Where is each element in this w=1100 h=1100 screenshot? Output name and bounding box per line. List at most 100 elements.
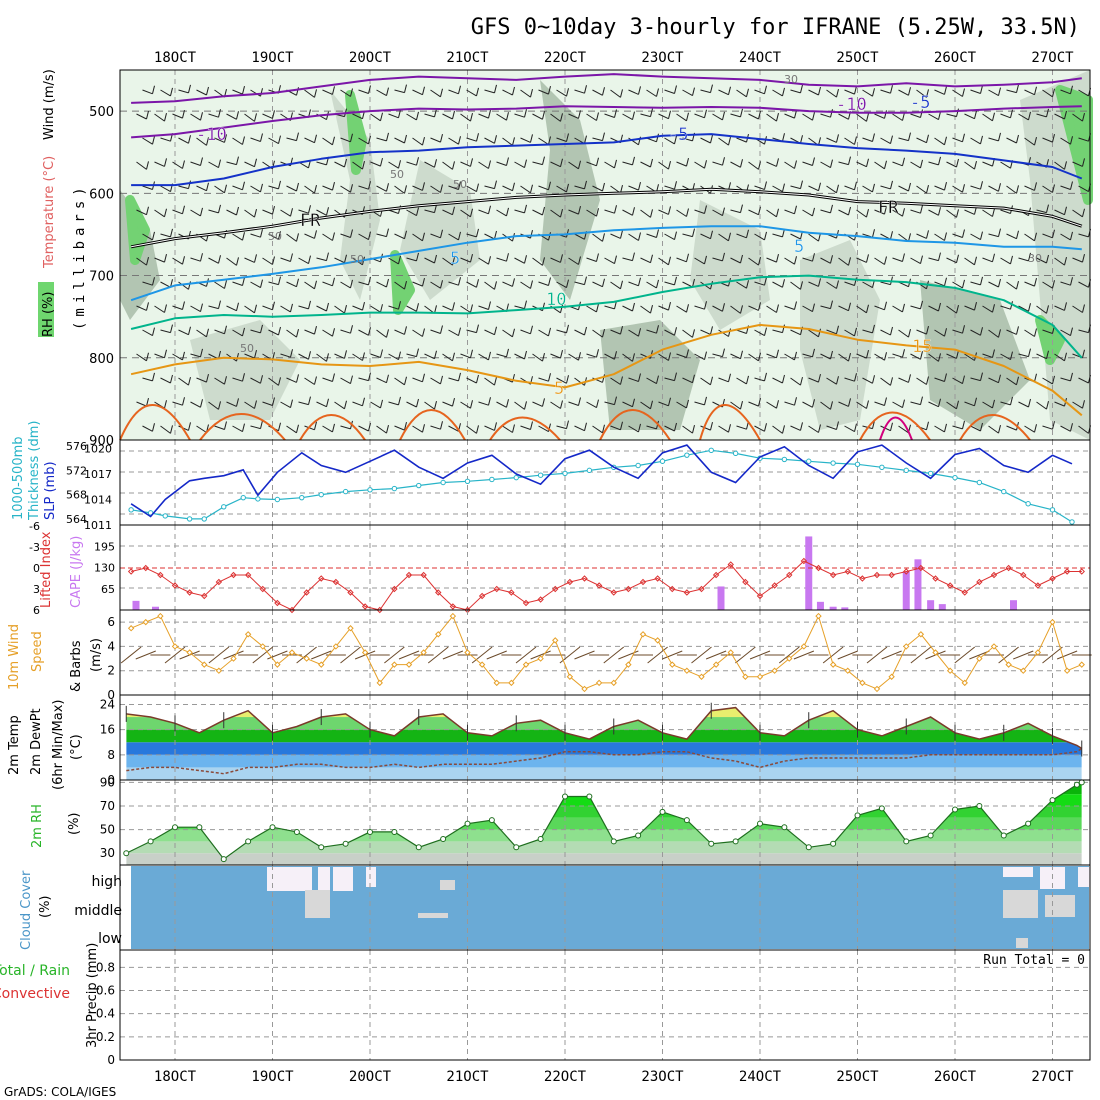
wind-barb [880, 281, 891, 286]
wind10m-speed-point [157, 612, 164, 620]
cloud-panel: high middle low Cloud Cover (%) [19, 864, 1091, 951]
wind-barb [478, 401, 489, 406]
wind-barb-flag [224, 184, 227, 193]
wind-barb-flag [632, 252, 635, 261]
wind-barb-flag [326, 207, 329, 216]
wind-barb-flag [560, 113, 563, 122]
wind10m-speed-point [552, 637, 559, 644]
wind-barb [208, 113, 219, 118]
wind-barb [988, 425, 999, 434]
wind10m-barb [749, 650, 771, 660]
wind-barb-flag [812, 303, 815, 312]
wind-barb [586, 401, 597, 409]
wind-barb-flag [206, 182, 209, 191]
wind-barb [700, 137, 711, 144]
wind-barb [1018, 401, 1029, 408]
wind10m-speed-point [376, 679, 383, 687]
wind10m-speed-point [391, 661, 398, 668]
thickness-point [586, 467, 593, 474]
bottom-tick-label: 26OCT [934, 1069, 977, 1085]
wind-barb [712, 257, 723, 262]
wind-barb [1072, 161, 1083, 167]
wind-barb-flag [998, 183, 1001, 192]
wind-barb [370, 113, 381, 122]
wind-barb-flag [530, 184, 533, 193]
wind10m-speed-point [347, 625, 354, 632]
wind-barb [172, 209, 183, 215]
wind-barb [214, 281, 225, 289]
bottom-tick-label: 23OCT [641, 1069, 684, 1085]
wind-barb [502, 425, 513, 433]
wind-barb-flag [512, 86, 515, 96]
wind-barb-flag [1070, 372, 1073, 382]
lifted-index-point [537, 596, 544, 603]
wind-barb [970, 377, 981, 382]
rh2m-point [391, 828, 398, 835]
wind-barb [1036, 113, 1047, 118]
wind-barb-flag [992, 399, 995, 409]
wind-barb [934, 89, 945, 95]
wind-barb-flag [314, 230, 317, 239]
wind-barb [898, 425, 909, 434]
wind-barb [334, 305, 345, 314]
wind-barb-flag [758, 256, 761, 266]
cape-label: CAPE (J/kg) [69, 536, 84, 608]
wind-barb [802, 161, 813, 166]
wind10m-speed-point [449, 612, 457, 620]
wind-barb-flag [980, 422, 983, 432]
wind-barb-flag [458, 231, 461, 241]
thickness-point [255, 496, 261, 502]
wind-barb-flag [386, 278, 389, 288]
thickness-point [318, 491, 324, 498]
wind-barb-flag [920, 159, 923, 169]
wind-barb-flag [164, 253, 167, 263]
wind-barb-flag [314, 184, 317, 194]
wind-barb [844, 425, 855, 433]
wind-barb [334, 257, 345, 264]
wind-barb [352, 161, 363, 170]
wind-barb [790, 185, 801, 190]
wind-barb-flag [548, 373, 551, 382]
thickness-slp-grid [120, 440, 1090, 525]
wind-barb [1000, 353, 1011, 361]
wind-barb [442, 113, 453, 120]
lifted-index-point [435, 589, 442, 596]
wind-barb [568, 257, 579, 265]
wind-barb [268, 281, 279, 286]
wind-barb [538, 425, 549, 433]
wind-barb-flag [776, 304, 779, 313]
wind-barb [262, 209, 273, 215]
wind-barb-flag [1010, 255, 1013, 265]
wind-barb [952, 281, 963, 289]
wind-barb-flag [908, 328, 911, 338]
wind-barb-flag [152, 423, 155, 432]
wind-barb-flag [764, 181, 767, 190]
thickness-point [854, 461, 861, 467]
contour-label-orange: 15 [912, 337, 932, 357]
wind-barb-flag [890, 135, 893, 144]
wind-barb [748, 353, 759, 362]
lifted-index-point [508, 589, 515, 596]
rh-contour-label: 30 [1028, 252, 1042, 265]
wind-barb [514, 257, 525, 264]
wind10m-barb [530, 650, 551, 660]
wind-barb [208, 161, 219, 169]
wind-barb-flag [224, 376, 227, 385]
wind-barb-flag [722, 252, 725, 262]
wind-barb [376, 233, 387, 238]
wind-barb [964, 209, 975, 215]
wind-barb [592, 89, 603, 96]
wind-barb-flag [182, 109, 185, 119]
wind10m-speed-point [259, 643, 266, 650]
wind-barb-flag [800, 281, 803, 290]
wind-barb [712, 305, 723, 312]
wind-barb-flag [386, 87, 389, 96]
wind-barb [280, 401, 291, 409]
thickness-point [186, 516, 193, 522]
wind-barb-flag [920, 396, 923, 405]
rh2m-point [1025, 820, 1032, 827]
temp-band [126, 717, 1082, 730]
wind-barb [586, 257, 597, 262]
wind-barb-flag [1034, 277, 1037, 287]
wind-barb [820, 161, 831, 169]
